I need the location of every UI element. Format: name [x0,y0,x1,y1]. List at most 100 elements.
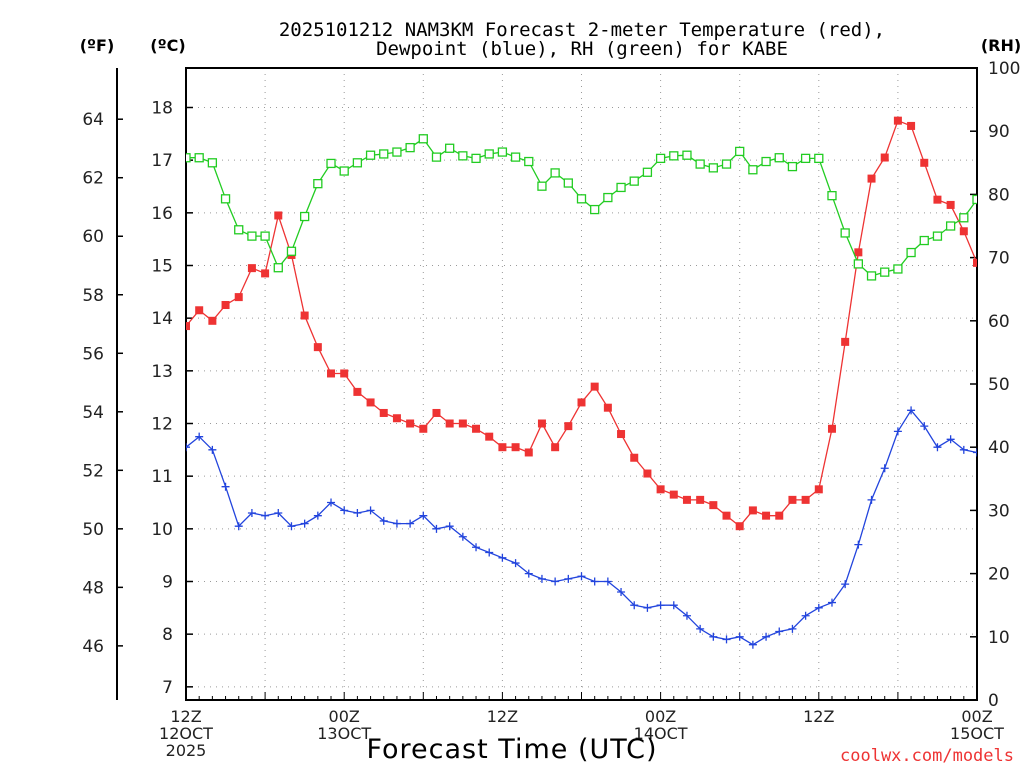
dewpoint-point [907,406,916,415]
fahrenheit-tick-label: 58 [82,286,104,306]
dewpoint-point [656,601,665,610]
temperature-point [221,301,230,309]
dewpoint-point [458,532,467,541]
rh-series [186,134,977,281]
rh-point [906,247,916,258]
temperature-point [485,432,494,441]
temperature-point [353,387,362,396]
rh-point [853,259,863,269]
credit-text: coolwx.com/models [840,746,1014,766]
fahrenheit-tick-label: 64 [82,110,104,130]
celsius-unit-label: (ºC) [150,36,185,55]
rh-point [220,194,231,204]
temperature-point [564,422,573,431]
rh-point [761,156,771,167]
temperature-line [186,119,977,528]
dewpoint-point [696,624,705,633]
temperature-point [748,506,757,515]
rh-point [445,143,455,153]
dewpoint-point [419,511,428,520]
dewpoint-series [186,406,977,649]
temperature-point [656,485,665,494]
temperature-point [933,195,942,204]
temperature-point [603,403,612,412]
temperature-point [234,293,243,302]
temperature-point [617,430,626,439]
temperature-point [551,443,560,452]
celsius-tick-label: 10 [151,520,173,540]
temperature-point [946,200,955,209]
rh-point [458,151,468,161]
fahrenheit-tick-label: 46 [82,637,104,657]
dewpoint-point [511,559,520,568]
dewpoint-point [551,577,560,586]
dewpoint-point [234,522,243,531]
fahrenheit-tick-label: 56 [82,344,104,364]
rh-point [814,153,824,164]
dewpoint-point [577,572,586,581]
temperature-point [801,495,810,504]
rh-point [893,264,903,274]
rh-point [932,231,943,241]
rh-point [524,156,534,167]
dewpoint-point [524,569,533,578]
celsius-tick-label: 11 [151,467,173,487]
dewpoint-point [564,574,573,583]
dewpoint-point [775,627,784,636]
rh-tick-label: 50 [988,375,1010,395]
dewpoint-point [814,603,823,612]
dewpoint-point [186,443,190,452]
rh-point [945,221,956,231]
rh-tick-label: 100 [988,59,1020,79]
temperature-point [406,419,415,428]
rh-point [418,134,428,144]
rh-point [655,153,666,164]
rh-point [484,149,494,159]
dewpoint-point [867,495,876,504]
dewpoint-point [722,635,731,644]
rh-tick-label: 70 [988,249,1010,269]
dewpoint-point [485,548,494,557]
temperature-point [814,485,823,494]
rh-point [550,168,560,178]
rh-point [800,153,811,164]
x-tick-label: 12OCT [159,724,213,743]
rh-point [695,159,705,169]
dewpoint-point [788,624,797,633]
rh-point [537,181,547,191]
dewpoint-point [946,435,955,444]
rh-point [247,231,257,241]
temperature-series [186,116,977,531]
fahrenheit-tick-label: 60 [82,227,104,247]
x-tick-label: 2025 [166,741,207,760]
rh-tick-label: 30 [988,501,1010,521]
rh-tick-label: 0 [988,691,999,711]
dewpoint-point [366,506,375,515]
temperature-point [630,453,639,462]
temperature-point [208,316,217,325]
temperature-point [920,158,929,167]
rh-point [194,153,204,163]
rh-tick-label: 60 [988,312,1010,332]
celsius-tick-label: 9 [162,573,173,593]
dewpoint-point [432,524,441,533]
dewpoint-point [959,445,968,454]
x-tick-label: 12Z [170,707,201,726]
rh-tick-label: 90 [988,122,1010,142]
dewpoint-point [340,506,349,515]
rh-point [590,204,600,215]
celsius-tick-label: 16 [151,204,173,224]
chart-title-line-2: Dewpoint (blue), RH (green) for KABE [376,38,788,60]
temperature-point [709,501,718,510]
temperature-point [669,490,678,499]
dewpoint-point [327,498,336,507]
temperature-point [854,248,863,257]
rh-tick-label: 10 [988,628,1010,648]
dewpoint-point [392,519,401,528]
dewpoint-point [630,601,639,610]
dewpoint-point [709,632,718,641]
celsius-tick-label: 18 [151,99,173,119]
dewpoint-point [590,577,599,586]
rh-point [669,151,679,161]
temperature-point [445,419,454,428]
